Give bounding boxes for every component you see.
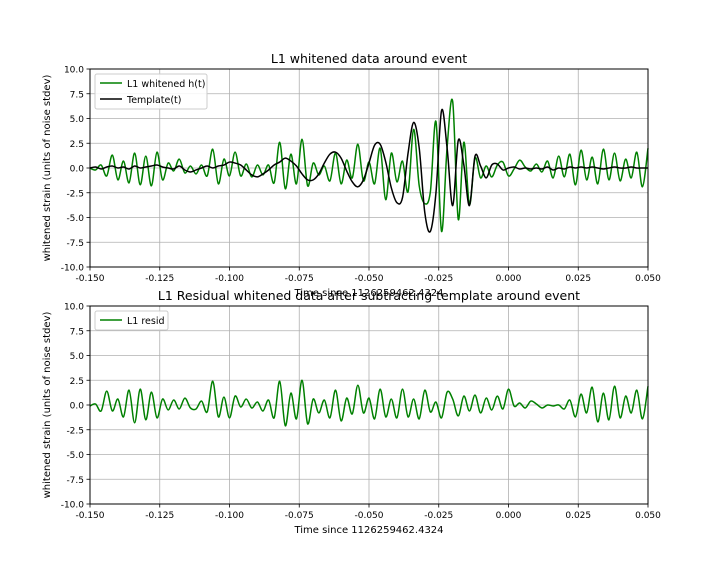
bottom-chart-grid <box>89 305 649 505</box>
top-xtick-label: -0.125 <box>145 274 174 284</box>
top-chart-lines <box>89 98 649 233</box>
top-ytick-label: 5.0 <box>70 115 85 125</box>
top-ytick-label: 7.5 <box>70 90 84 100</box>
bottom-ytick-label: 2.5 <box>70 377 84 387</box>
bottom-xtick-label: -0.150 <box>75 511 104 521</box>
top-chart-ylabel: whitened strain (units of noise stdev) <box>42 75 53 262</box>
bottom-chart-ylabel: whitened strain (units of noise stdev) <box>42 312 53 499</box>
bottom-xtick-label: 0.000 <box>496 511 522 521</box>
bottom-chart-legend: L1 resid <box>94 310 169 331</box>
top-chart-xlabel: Time since 1126259462.4324 <box>293 288 443 299</box>
bottom-ytick-label: 0.0 <box>70 402 85 412</box>
top-xtick-label: -0.025 <box>424 274 453 284</box>
top-series-template-t <box>89 108 648 233</box>
top-ytick-label: -7.5 <box>66 239 84 249</box>
top-chart-legend: L1 whitened h(t) Template(t) <box>94 73 208 110</box>
bottom-xtick-label: 0.025 <box>565 511 591 521</box>
top-ytick-label: 2.5 <box>70 140 84 150</box>
bottom-chart-title: L1 Residual whitened data after subtract… <box>158 288 580 303</box>
bottom-ytick-label: -5.0 <box>66 451 84 461</box>
bottom-ytick-label: 5.0 <box>70 352 85 362</box>
bottom-ytick-label: -2.5 <box>66 426 84 436</box>
top-chart-title: L1 whitened data around event <box>271 51 467 66</box>
top-xtick-label: -0.075 <box>285 274 314 284</box>
bottom-chart-lines <box>89 379 649 427</box>
legend-label-l1-resid: L1 resid <box>127 316 165 327</box>
top-xtick-label: 0.000 <box>496 274 522 284</box>
legend-label-l1-whitened: L1 whitened h(t) <box>127 79 205 90</box>
bottom-chart: L1 Residual whitened data after subtract… <box>42 288 661 536</box>
legend-label-template: Template(t) <box>126 95 182 106</box>
top-ytick-label: 0.0 <box>70 165 85 175</box>
top-xtick-label: -0.150 <box>75 274 104 284</box>
top-xtick-label: -0.050 <box>354 274 383 284</box>
top-ytick-label: -10.0 <box>61 264 85 274</box>
bottom-series-l1-resid <box>89 379 649 427</box>
top-ytick-label: -5.0 <box>66 214 84 224</box>
top-series-l1-whitened-h-t <box>89 98 649 233</box>
top-xtick-label: 0.025 <box>565 274 591 284</box>
top-chart-ticks: -0.150 -0.125 -0.100 -0.075 -0.050 -0.025 0.00… <box>61 66 661 285</box>
bottom-xtick-label: -0.100 <box>215 511 244 521</box>
bottom-ytick-label: -7.5 <box>66 476 84 486</box>
bottom-chart-ticks: -0.150 -0.125 -0.100 -0.075 -0.050 -0.025 0.00… <box>61 303 661 522</box>
bottom-chart-legend-box <box>94 310 169 331</box>
bottom-xtick-label: -0.125 <box>145 511 174 521</box>
bottom-ytick-label: 10.0 <box>64 303 84 313</box>
top-ytick-label: -2.5 <box>66 189 84 199</box>
bottom-xtick-label: -0.025 <box>424 511 453 521</box>
bottom-xtick-label: -0.075 <box>285 511 314 521</box>
top-ytick-label: 10.0 <box>64 66 84 76</box>
bottom-ytick-label: -10.0 <box>61 501 85 511</box>
bottom-ytick-label: 7.5 <box>70 327 84 337</box>
top-chart: L1 whitened data around event -0.150 -0.1… <box>42 51 661 299</box>
top-chart-legend-box <box>94 73 208 110</box>
bottom-chart-xlabel: Time since 1126259462.4324 <box>293 525 443 536</box>
top-xtick-label: 0.050 <box>635 274 661 284</box>
top-xtick-label: -0.100 <box>215 274 244 284</box>
bottom-xtick-label: 0.050 <box>635 511 661 521</box>
bottom-xtick-label: -0.050 <box>354 511 383 521</box>
